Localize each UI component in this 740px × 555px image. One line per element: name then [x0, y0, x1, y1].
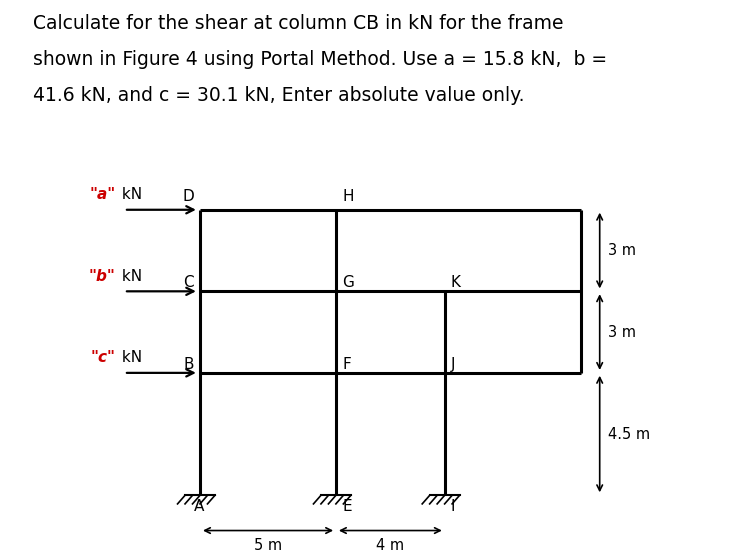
- Text: D: D: [182, 189, 194, 204]
- Text: G: G: [342, 275, 354, 290]
- Text: shown in Figure 4 using Portal Method. Use a = 15.8 kN,  b =: shown in Figure 4 using Portal Method. U…: [33, 50, 608, 69]
- Text: "b": "b": [89, 269, 116, 284]
- Text: C: C: [184, 275, 194, 290]
- Text: I: I: [451, 500, 455, 514]
- Text: 3 m: 3 m: [608, 325, 636, 340]
- Text: 3 m: 3 m: [608, 243, 636, 258]
- Text: B: B: [184, 356, 194, 371]
- Text: 41.6 kN, and c = 30.1 kN, Enter absolute value only.: 41.6 kN, and c = 30.1 kN, Enter absolute…: [33, 86, 525, 105]
- Text: 5 m: 5 m: [254, 538, 282, 553]
- Text: H: H: [342, 189, 354, 204]
- Text: Calculate for the shear at column CB in kN for the frame: Calculate for the shear at column CB in …: [33, 14, 564, 33]
- Text: kN: kN: [117, 350, 142, 365]
- Text: E: E: [342, 500, 351, 514]
- Text: 4 m: 4 m: [377, 538, 405, 553]
- Text: J: J: [451, 356, 455, 371]
- Text: kN: kN: [117, 187, 142, 202]
- Text: "a": "a": [90, 187, 116, 202]
- Text: "c": "c": [91, 350, 116, 365]
- Text: F: F: [342, 356, 351, 371]
- Text: A: A: [194, 500, 204, 514]
- Text: kN: kN: [117, 269, 142, 284]
- Text: 4.5 m: 4.5 m: [608, 427, 650, 442]
- Text: K: K: [451, 275, 461, 290]
